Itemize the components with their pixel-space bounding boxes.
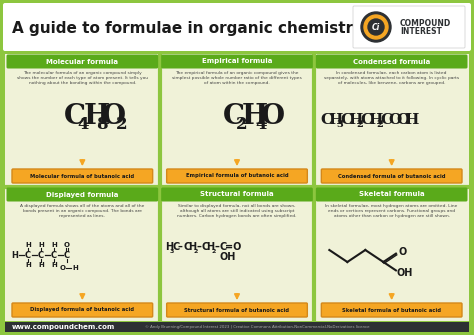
Circle shape (361, 12, 391, 42)
Circle shape (364, 15, 388, 39)
Text: Similar to displayed formula, not all bonds are shown,
although all atoms are st: Similar to displayed formula, not all bo… (177, 204, 297, 218)
Text: O: O (388, 113, 401, 127)
Text: C: C (64, 251, 70, 260)
FancyBboxPatch shape (316, 55, 467, 68)
Text: Structural formula of butanoic acid: Structural formula of butanoic acid (184, 308, 290, 313)
Text: H: H (206, 242, 215, 252)
Text: 2: 2 (116, 116, 128, 133)
Text: 2: 2 (193, 249, 198, 254)
FancyBboxPatch shape (321, 303, 462, 317)
Text: –: – (196, 242, 201, 252)
FancyBboxPatch shape (5, 54, 469, 321)
Text: C: C (25, 251, 31, 260)
Text: –: – (178, 242, 183, 252)
Text: C: C (183, 242, 190, 252)
Text: In skeletal formulae, most hydrogen atoms are omitted. Line
ends or vertices rep: In skeletal formulae, most hydrogen atom… (326, 204, 458, 218)
Text: C: C (220, 242, 227, 252)
Text: H: H (348, 113, 363, 127)
Text: O: O (102, 103, 127, 130)
FancyBboxPatch shape (3, 3, 471, 51)
Text: C: C (381, 113, 392, 127)
Text: H: H (38, 262, 44, 268)
Text: The empirical formula of an organic compound gives the
simplest possible whole n: The empirical formula of an organic comp… (172, 71, 302, 85)
Text: C: C (173, 242, 180, 252)
Text: H: H (11, 251, 18, 260)
Text: A displayed formula shows all of the atoms and all of the
bonds present in an or: A displayed formula shows all of the ato… (20, 204, 145, 218)
Text: 3: 3 (336, 120, 343, 129)
Text: A guide to formulae in organic chemistry: A guide to formulae in organic chemistry (12, 20, 363, 36)
Text: H: H (404, 113, 419, 127)
Text: INTEREST: INTEREST (400, 27, 442, 37)
Text: Molecular formula of butanoic acid: Molecular formula of butanoic acid (30, 174, 135, 179)
Text: H: H (25, 242, 31, 248)
Text: Displayed formula of butanoic acid: Displayed formula of butanoic acid (30, 308, 134, 313)
Text: 4: 4 (77, 116, 89, 133)
Text: Condensed formula of butanoic acid: Condensed formula of butanoic acid (338, 174, 446, 179)
Text: Skeletal formula of butanoic acid: Skeletal formula of butanoic acid (342, 308, 441, 313)
Text: H: H (368, 113, 383, 127)
FancyBboxPatch shape (161, 55, 313, 68)
Text: H: H (51, 242, 57, 248)
Text: H: H (25, 262, 31, 268)
Text: C: C (51, 251, 57, 260)
FancyBboxPatch shape (7, 55, 158, 68)
Text: The molecular formula of an organic compound simply
shows the number of each typ: The molecular formula of an organic comp… (17, 71, 148, 85)
Text: In condensed formulae, each carbon atom is listed
separately, with atoms attache: In condensed formulae, each carbon atom … (324, 71, 459, 85)
Text: H: H (83, 103, 109, 130)
Text: C: C (360, 113, 373, 127)
Text: O: O (261, 103, 285, 130)
Text: 2: 2 (211, 249, 216, 254)
Text: H: H (188, 242, 196, 252)
Text: O: O (396, 113, 410, 127)
Text: O: O (64, 242, 70, 248)
FancyBboxPatch shape (5, 322, 469, 332)
Text: C: C (223, 103, 245, 130)
Text: Ci: Ci (372, 22, 380, 31)
Text: 2: 2 (376, 120, 383, 129)
Text: 2: 2 (356, 120, 363, 129)
Text: Structural formula: Structural formula (200, 192, 274, 198)
FancyBboxPatch shape (321, 169, 462, 183)
Text: www.compoundchem.com: www.compoundchem.com (12, 324, 115, 330)
FancyBboxPatch shape (12, 169, 153, 183)
FancyBboxPatch shape (353, 6, 465, 48)
Text: O: O (399, 247, 407, 257)
Text: H: H (328, 113, 343, 127)
Text: O: O (60, 265, 66, 271)
Text: C: C (38, 251, 44, 260)
Text: C: C (64, 103, 86, 130)
Text: © Andy Brunning/Compound Interest 2023 | Creative Commons Attribution-NonCommerc: © Andy Brunning/Compound Interest 2023 |… (145, 325, 369, 329)
Text: H: H (164, 242, 173, 252)
Text: COMPOUND: COMPOUND (400, 18, 451, 27)
Text: OH: OH (397, 268, 413, 278)
Text: H: H (242, 103, 268, 130)
Text: 4: 4 (255, 116, 266, 133)
Text: Condensed formula: Condensed formula (353, 59, 430, 65)
Text: Empirical formula: Empirical formula (202, 59, 272, 65)
FancyBboxPatch shape (167, 303, 307, 317)
Text: OH: OH (219, 252, 236, 262)
Text: H: H (38, 242, 44, 248)
Text: Skeletal formula: Skeletal formula (359, 192, 425, 198)
FancyBboxPatch shape (316, 188, 467, 201)
FancyBboxPatch shape (7, 188, 158, 201)
Text: Empirical formula of butanoic acid: Empirical formula of butanoic acid (186, 174, 288, 179)
Text: Molecular formula: Molecular formula (46, 59, 118, 65)
FancyBboxPatch shape (167, 169, 307, 183)
Text: 2: 2 (236, 116, 247, 133)
Text: Displayed formula: Displayed formula (46, 192, 118, 198)
Text: C: C (320, 113, 332, 127)
Text: –: – (215, 242, 219, 252)
Text: C: C (340, 113, 353, 127)
FancyBboxPatch shape (161, 188, 313, 201)
Text: C: C (201, 242, 209, 252)
Circle shape (368, 19, 384, 35)
Text: 8: 8 (96, 116, 108, 133)
Text: =O: =O (225, 242, 241, 252)
Text: H: H (51, 262, 57, 268)
FancyBboxPatch shape (12, 303, 153, 317)
Text: 3: 3 (170, 249, 174, 254)
Text: H: H (72, 265, 78, 271)
